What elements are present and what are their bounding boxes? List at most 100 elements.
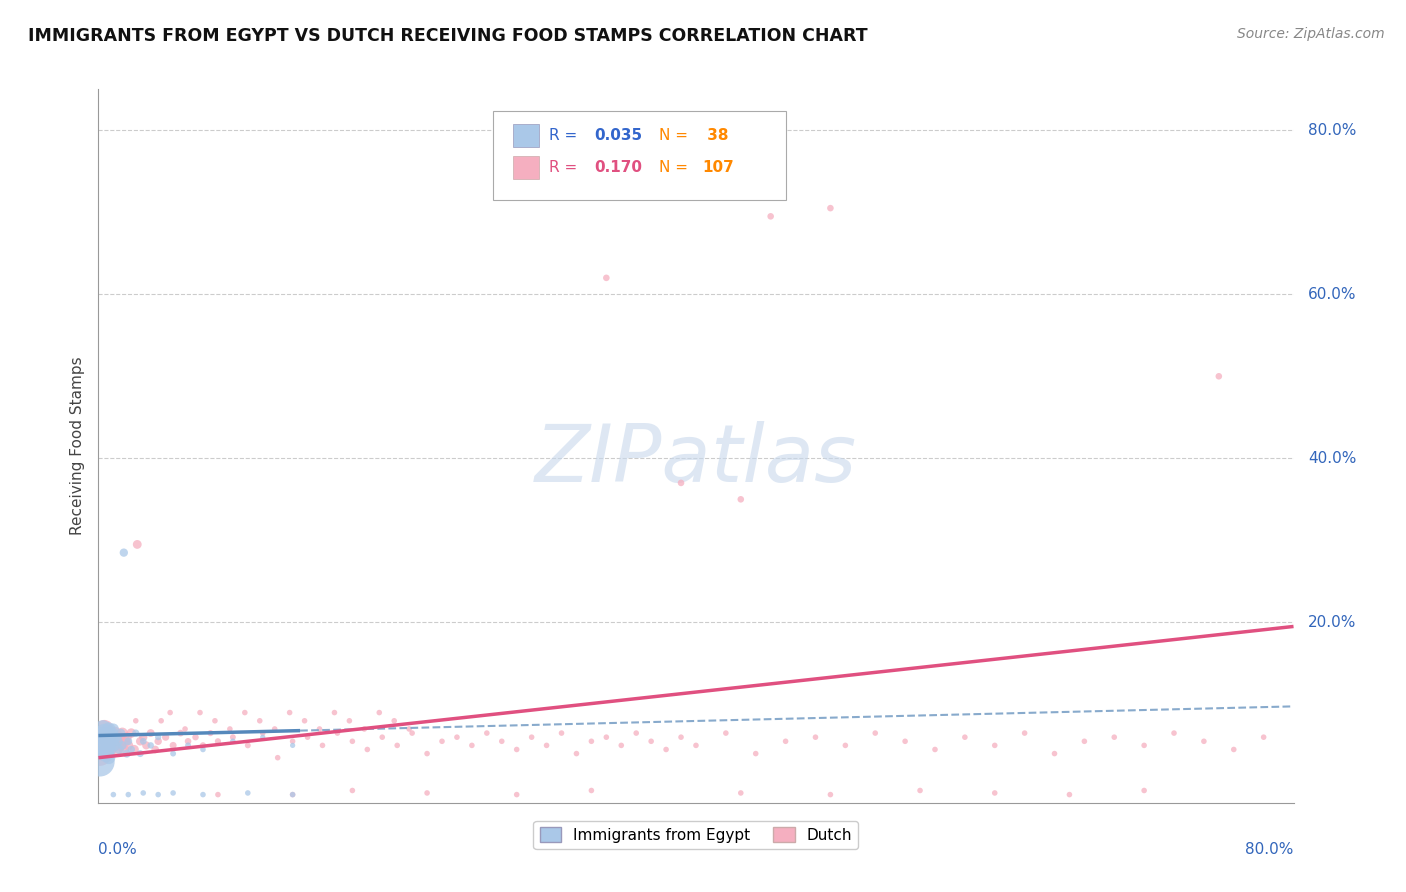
Point	[382, 714, 405, 728]
Point	[984, 739, 1007, 753]
Point	[804, 730, 827, 744]
Point	[342, 734, 364, 748]
Point	[162, 786, 184, 800]
Point	[430, 734, 453, 748]
Point	[834, 739, 856, 753]
Point	[865, 726, 887, 740]
Point	[159, 706, 181, 720]
Point	[162, 747, 184, 761]
Point	[112, 546, 135, 560]
Point	[267, 750, 290, 764]
Point	[97, 750, 120, 764]
Point	[775, 734, 797, 748]
Point	[94, 739, 117, 753]
Point	[125, 714, 148, 728]
Text: ZIPatlas: ZIPatlas	[534, 421, 858, 500]
Point	[207, 734, 229, 748]
Point	[132, 730, 155, 744]
Point	[446, 730, 468, 744]
Point	[188, 706, 211, 720]
Point	[132, 786, 155, 800]
Point	[1133, 783, 1156, 797]
Point	[127, 537, 149, 551]
Point	[93, 739, 115, 753]
Point	[565, 747, 588, 761]
Point	[894, 734, 917, 748]
Point	[610, 739, 633, 753]
Point	[101, 726, 124, 740]
Point	[98, 730, 122, 744]
Point	[93, 726, 115, 740]
Point	[1104, 730, 1126, 744]
Point	[461, 739, 484, 753]
Point	[236, 786, 259, 800]
Text: R =: R =	[548, 128, 582, 143]
Point	[97, 722, 120, 736]
Point	[730, 786, 752, 800]
Point	[191, 739, 214, 753]
Point	[294, 714, 316, 728]
Point	[669, 475, 692, 490]
Point	[401, 726, 423, 740]
Point	[491, 734, 513, 748]
Point	[89, 755, 111, 769]
Point	[1043, 747, 1066, 761]
Point	[129, 734, 152, 748]
Point	[506, 788, 529, 802]
Point	[520, 730, 543, 744]
Point	[924, 742, 946, 756]
Point	[207, 788, 229, 802]
Point	[252, 730, 274, 744]
Point	[953, 730, 976, 744]
Text: 40.0%: 40.0%	[1308, 450, 1357, 466]
Point	[249, 714, 271, 728]
Point	[326, 726, 349, 740]
Point	[820, 788, 842, 802]
Point	[640, 734, 662, 748]
Point	[550, 726, 572, 740]
Point	[595, 270, 617, 285]
Point	[1208, 369, 1230, 384]
Point	[94, 730, 117, 744]
Text: 80.0%: 80.0%	[1308, 123, 1357, 137]
Point	[184, 730, 207, 744]
Point	[111, 739, 134, 753]
Point	[107, 734, 129, 748]
Point	[669, 730, 692, 744]
Point	[117, 739, 139, 753]
Point	[94, 747, 117, 761]
Point	[110, 726, 132, 740]
Point	[1192, 734, 1215, 748]
Point	[191, 788, 214, 802]
Point	[110, 739, 132, 753]
Point	[148, 788, 170, 802]
Point	[103, 734, 125, 748]
Point	[342, 783, 364, 797]
Point	[120, 742, 142, 756]
Point	[96, 726, 118, 740]
Point	[148, 734, 170, 748]
Point	[1223, 742, 1246, 756]
Point	[107, 734, 129, 748]
Point	[1073, 734, 1095, 748]
Point	[356, 742, 378, 756]
Point	[139, 739, 162, 753]
Point	[685, 739, 707, 753]
Point	[91, 722, 114, 736]
Point	[536, 739, 558, 753]
Point	[222, 730, 245, 744]
Point	[89, 747, 111, 761]
Point	[222, 734, 245, 748]
Text: 20.0%: 20.0%	[1308, 615, 1357, 630]
Point	[371, 730, 394, 744]
Point	[368, 706, 391, 720]
Point	[112, 742, 135, 756]
Point	[281, 734, 304, 748]
Point	[714, 726, 737, 740]
Text: Source: ZipAtlas.com: Source: ZipAtlas.com	[1237, 27, 1385, 41]
Text: 38: 38	[702, 128, 728, 143]
Point	[191, 742, 214, 756]
Point	[108, 730, 131, 744]
Text: 0.035: 0.035	[595, 128, 643, 143]
Point	[117, 788, 139, 802]
